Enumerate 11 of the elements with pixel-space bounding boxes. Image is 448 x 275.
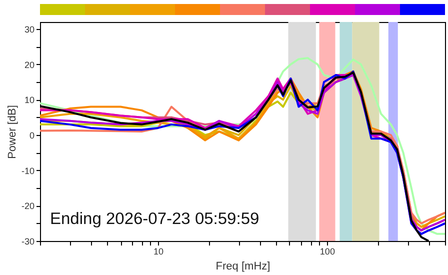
x-tick-label: 100: [320, 246, 335, 256]
y-tick-label: 10: [24, 95, 34, 106]
x-axis-title: Freq [mHz]: [216, 260, 270, 272]
y-tick-label: 30: [24, 24, 34, 35]
y-tick-label: 0: [29, 130, 34, 141]
annotation: Ending 2026-07-23 05:59:59: [50, 210, 260, 228]
y-tick-label: -20: [21, 201, 34, 212]
y-axis-title: Power [dB]: [6, 105, 18, 159]
y-tick-label: -10: [21, 166, 34, 176]
y-tick-label: -30: [21, 236, 34, 246]
y-tick-label: 20: [24, 60, 34, 70]
